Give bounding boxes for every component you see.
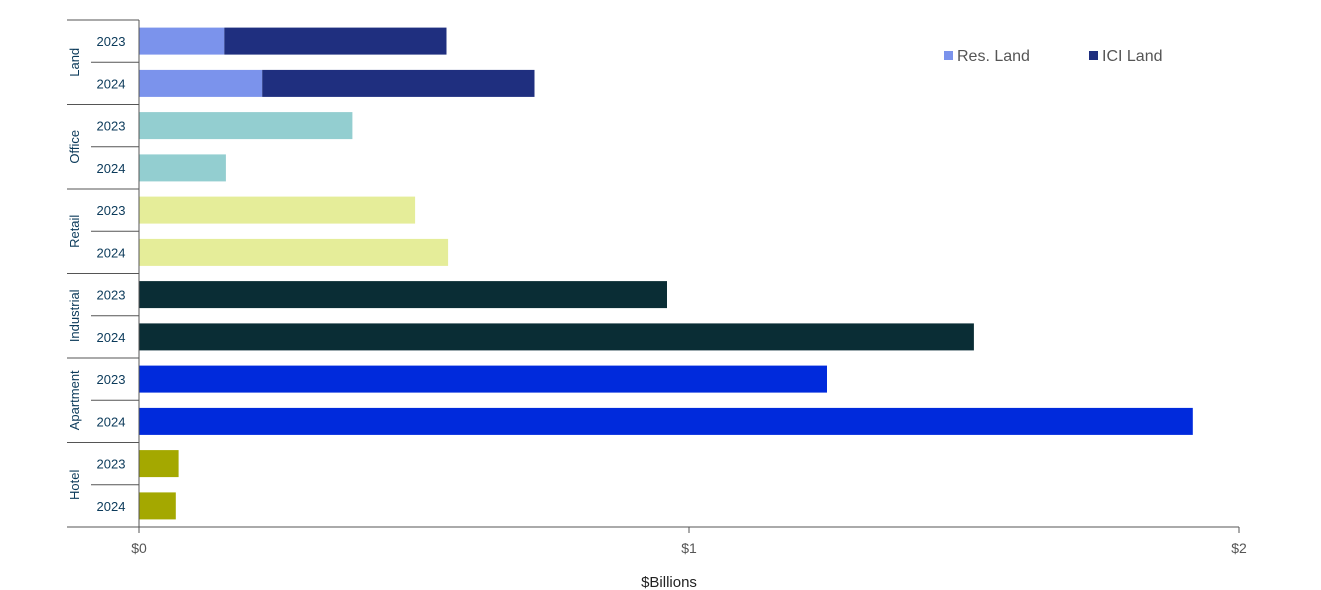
year-label: 2023 <box>97 372 126 387</box>
category-label: Apartment <box>67 370 82 430</box>
category-label: Office <box>67 130 82 164</box>
x-tick-label: $1 <box>681 540 697 556</box>
category-label: Hotel <box>67 470 82 500</box>
x-axis-title: $Billions <box>641 574 697 590</box>
bar-apartment-2024 <box>139 407 1193 435</box>
bar-retail-2023 <box>139 196 416 224</box>
bar-office-2024 <box>139 154 226 182</box>
year-label: 2023 <box>97 457 126 472</box>
bar-land-2023-ici-land <box>224 27 447 55</box>
legend-swatch <box>944 51 953 60</box>
bar-office-2023 <box>139 112 353 140</box>
x-tick-label: $2 <box>1231 540 1247 556</box>
bar-land-2023-res-land <box>139 27 225 55</box>
year-label: 2024 <box>97 414 126 429</box>
category-label: Retail <box>67 215 82 248</box>
bar-industrial-2024 <box>139 323 974 351</box>
year-label: 2024 <box>97 245 126 260</box>
year-label: 2023 <box>97 203 126 218</box>
bars-layer <box>139 27 1193 520</box>
bar-land-2024-res-land <box>139 69 263 97</box>
year-label: 2023 <box>97 119 126 134</box>
bar-hotel-2024 <box>139 492 176 520</box>
bar-industrial-2023 <box>139 281 667 309</box>
legend-label: Res. Land <box>957 48 1030 65</box>
bar-retail-2024 <box>139 238 449 266</box>
legend: Res. Land ICI Land <box>944 48 1162 65</box>
bar-hotel-2023 <box>139 450 179 478</box>
year-label: 2024 <box>97 76 126 91</box>
year-label: 2024 <box>97 161 126 176</box>
x-tick-label: $0 <box>131 540 147 556</box>
year-label: 2024 <box>97 330 126 345</box>
axis-layer <box>67 19 1240 533</box>
labels-layer: 2023 2024 Land 2023 2024 Office 2023 2024 Retail… <box>67 34 1247 556</box>
legend-swatch <box>1089 51 1098 60</box>
legend-label: ICI Land <box>1102 48 1162 65</box>
bar-land-2024-ici-land <box>262 69 535 97</box>
category-label: Industrial <box>67 289 82 342</box>
category-label: Land <box>67 48 82 77</box>
year-label: 2023 <box>97 288 126 303</box>
bar-apartment-2023 <box>139 365 827 393</box>
year-label: 2024 <box>97 499 126 514</box>
year-label: 2023 <box>97 34 126 49</box>
